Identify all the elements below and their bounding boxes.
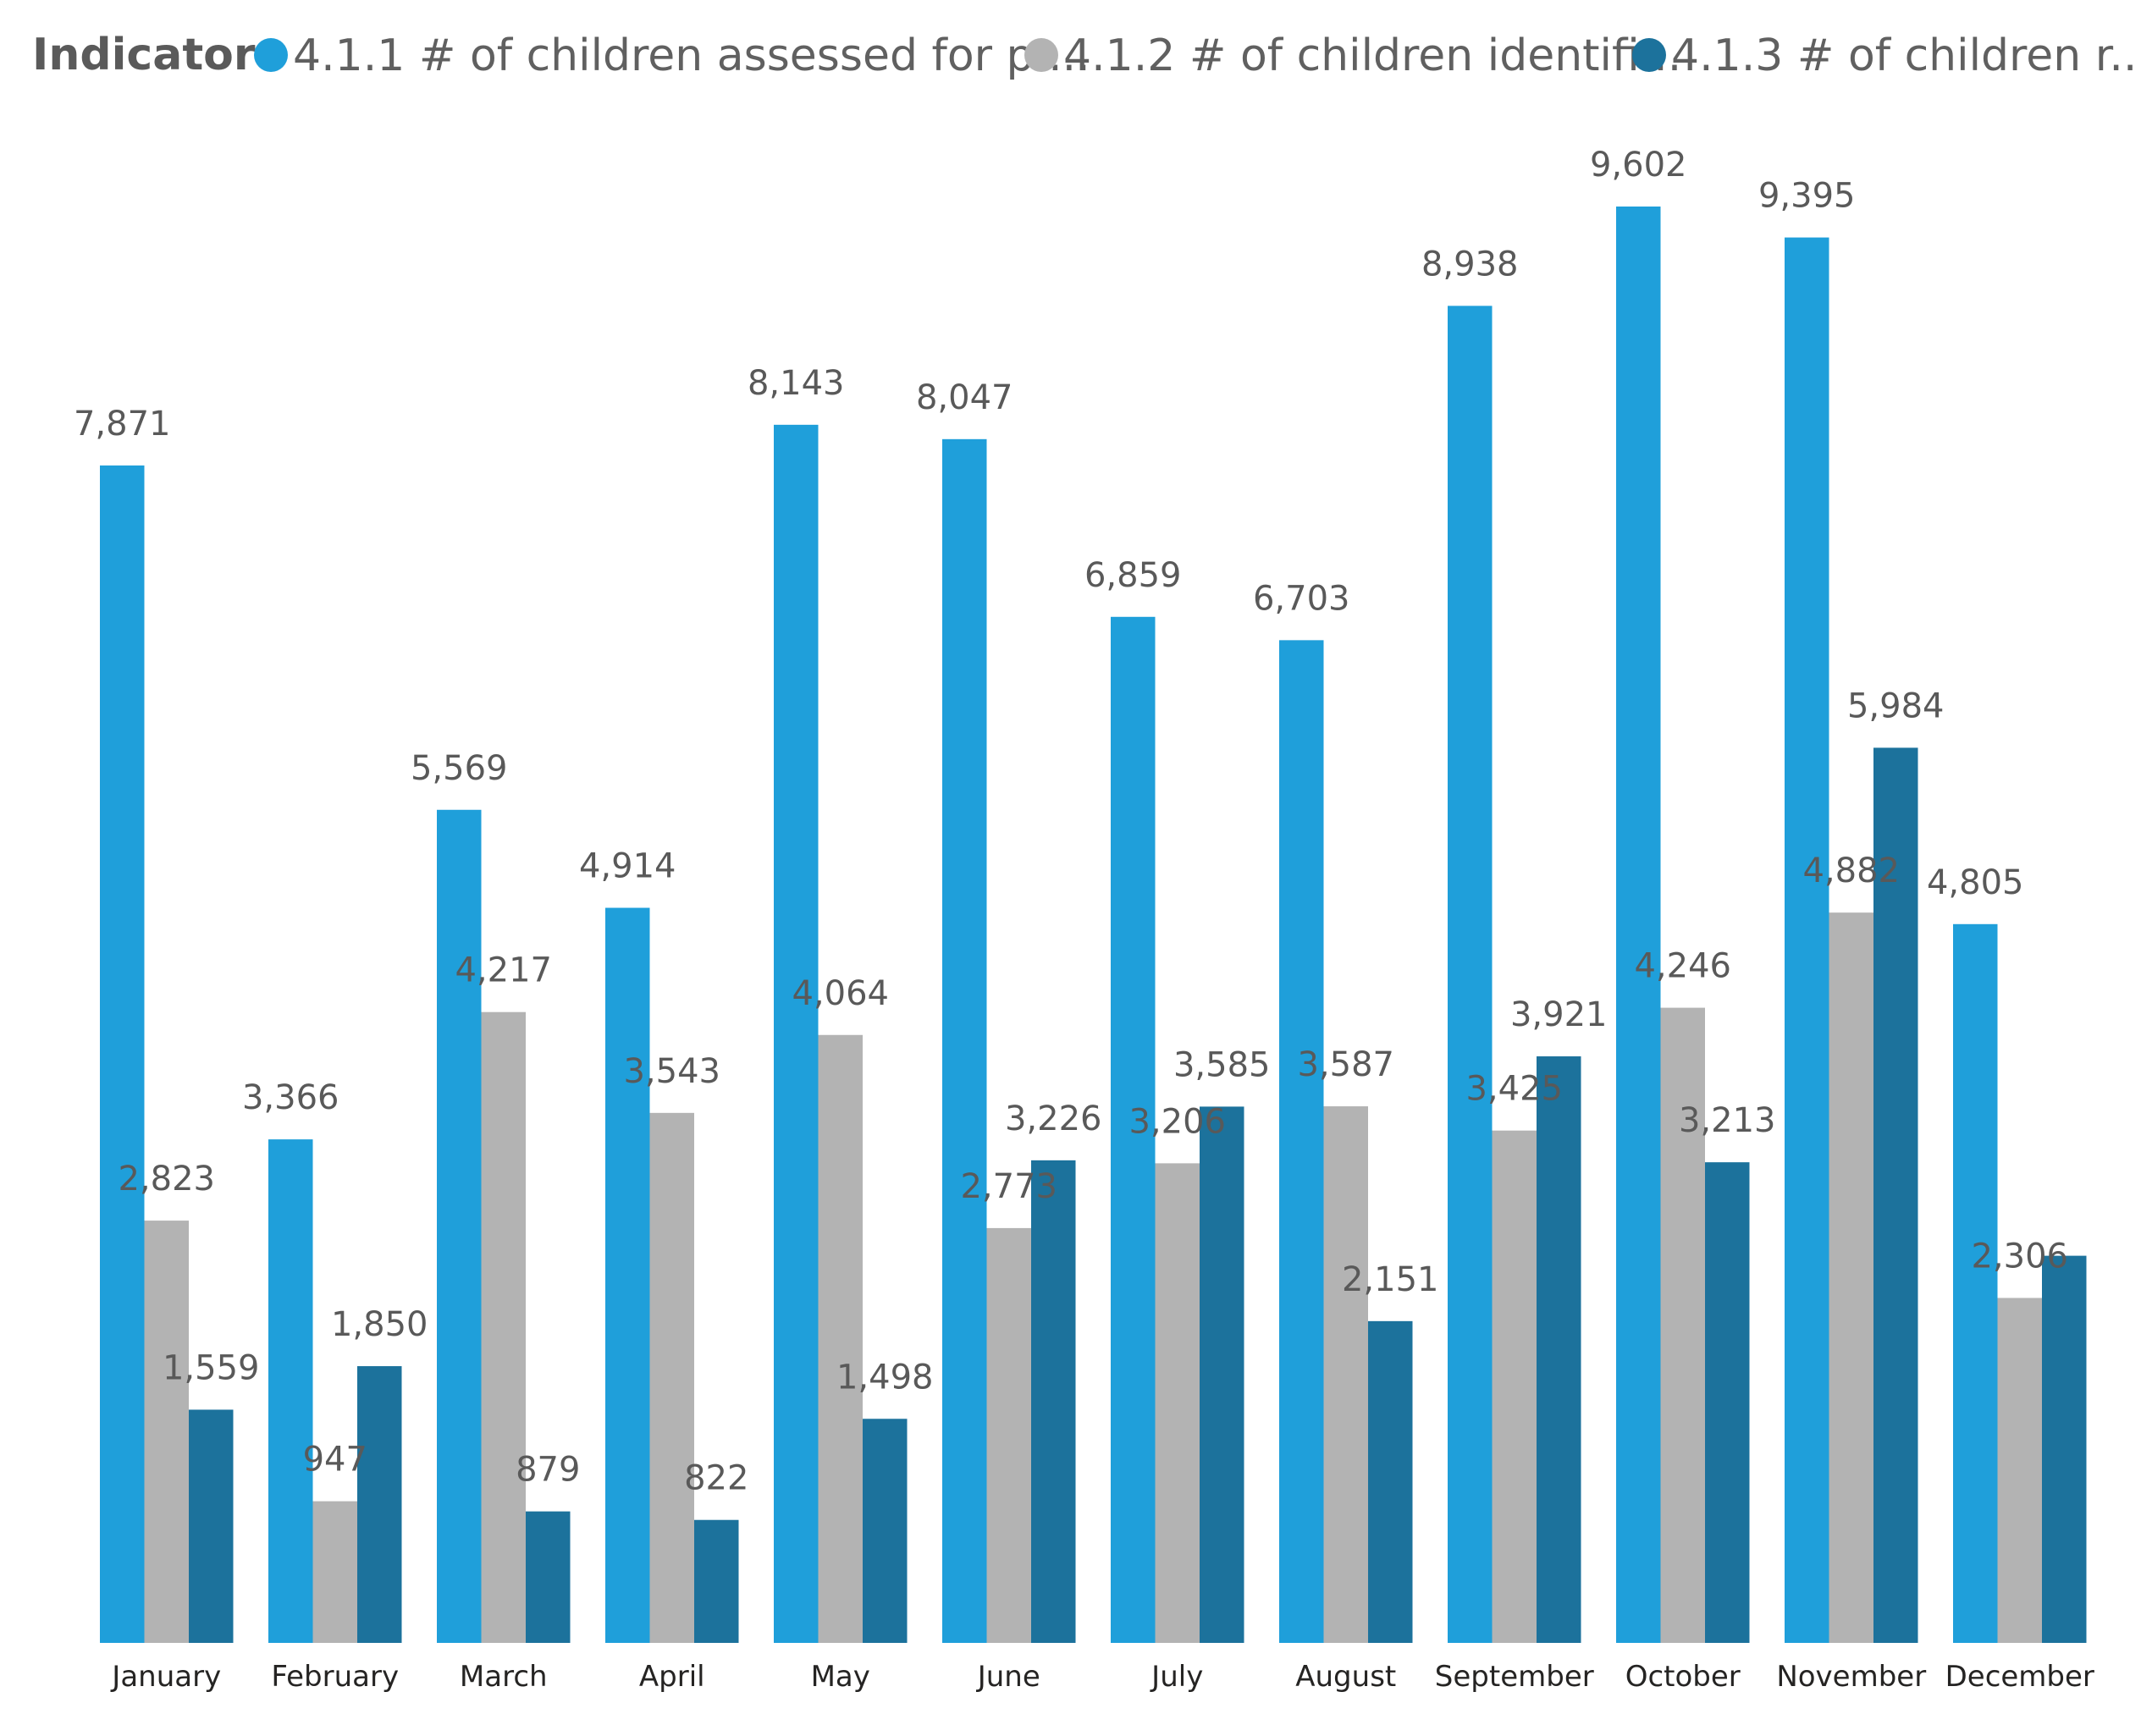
- data-label-april-series-3: 822: [684, 1459, 748, 1498]
- x-tick-label-november: November: [1776, 1660, 1926, 1694]
- bar-july-series-2[interactable]: [1155, 1163, 1200, 1643]
- data-label-august-series-3: 2,151: [1342, 1260, 1439, 1299]
- data-label-november-series-2: 4,882: [1802, 851, 1900, 890]
- data-label-december-series-2: 2,306: [1971, 1237, 2068, 1276]
- legend-label-2[interactable]: 4.1.2 # of children identifi...: [1063, 30, 1681, 81]
- x-tick-label-february: February: [271, 1660, 399, 1694]
- bar-september-series-2[interactable]: [1492, 1130, 1537, 1643]
- legend-marker-3: [1632, 38, 1666, 72]
- x-tick-label-may: May: [811, 1660, 870, 1694]
- data-label-june-series-3: 3,226: [1005, 1099, 1102, 1138]
- data-label-may-series-2: 4,064: [792, 974, 889, 1013]
- bar-october-series-2[interactable]: [1660, 1007, 1706, 1643]
- legend-marker-2: [1024, 38, 1058, 72]
- x-tick-label-april: April: [639, 1660, 705, 1694]
- data-label-september-series-3: 3,921: [1510, 995, 1608, 1034]
- bar-august-series-1[interactable]: [1279, 640, 1324, 1643]
- x-tick-label-june: June: [976, 1660, 1040, 1694]
- data-label-august-series-2: 3,587: [1297, 1045, 1394, 1084]
- data-label-march-series-2: 4,217: [455, 951, 552, 990]
- bar-october-series-3[interactable]: [1705, 1162, 1750, 1643]
- data-label-june-series-2: 2,773: [960, 1167, 1057, 1206]
- bar-may-series-3[interactable]: [863, 1419, 908, 1643]
- bar-march-series-1[interactable]: [437, 809, 482, 1643]
- bar-january-series-2[interactable]: [144, 1221, 190, 1643]
- bar-july-series-3[interactable]: [1200, 1106, 1244, 1643]
- data-label-february-series-1: 3,366: [242, 1078, 339, 1117]
- bar-december-series-3[interactable]: [2042, 1255, 2087, 1643]
- x-tick-label-december: December: [1945, 1660, 2094, 1694]
- data-label-january-series-2: 2,823: [118, 1160, 215, 1199]
- bar-february-series-3[interactable]: [357, 1366, 402, 1643]
- data-label-may-series-3: 1,498: [836, 1358, 934, 1397]
- data-label-may-series-1: 8,143: [748, 364, 845, 403]
- data-label-october-series-1: 9,602: [1590, 146, 1687, 185]
- bar-august-series-2[interactable]: [1323, 1106, 1369, 1643]
- data-label-august-series-1: 6,703: [1253, 579, 1350, 618]
- x-tick-label-march: March: [460, 1660, 548, 1694]
- data-label-april-series-1: 4,914: [579, 847, 676, 886]
- legend-title: Indicator: [32, 30, 256, 80]
- x-axis: January February March April May June July Augu…: [110, 1660, 2094, 1694]
- bar-november-series-2[interactable]: [1829, 912, 1874, 1643]
- bar-december-series-2[interactable]: [1997, 1298, 2043, 1643]
- bar-november-series-1[interactable]: [1785, 237, 1829, 1643]
- data-label-december-series-1: 4,805: [1927, 863, 2024, 902]
- x-tick-label-september: September: [1435, 1660, 1594, 1694]
- data-label-november-series-3: 5,984: [1847, 686, 1945, 725]
- bar-july-series-1[interactable]: [1111, 616, 1156, 1643]
- data-label-march-series-1: 5,569: [411, 749, 508, 788]
- data-label-october-series-3: 3,213: [1679, 1101, 1776, 1140]
- bar-december-series-1[interactable]: [1953, 923, 1998, 1643]
- data-label-november-series-1: 9,395: [1758, 177, 1856, 216]
- data-label-september-series-1: 8,938: [1421, 245, 1519, 284]
- bar-january-series-3[interactable]: [189, 1409, 234, 1643]
- bar-february-series-2[interactable]: [312, 1501, 358, 1643]
- data-label-july-series-2: 3,206: [1128, 1102, 1226, 1141]
- bar-june-series-1[interactable]: [942, 438, 987, 1643]
- data-label-february-series-2: 947: [303, 1441, 367, 1480]
- data-label-july-series-3: 3,585: [1173, 1045, 1271, 1084]
- data-label-february-series-3: 1,850: [331, 1305, 428, 1344]
- bar-november-series-3[interactable]: [1873, 747, 1918, 1644]
- legend-label-1[interactable]: 4.1.1 # of children assessed for pr...: [293, 30, 1090, 81]
- x-tick-label-july: July: [1150, 1660, 1203, 1694]
- bar-september-series-3[interactable]: [1537, 1056, 1581, 1643]
- bar-april-series-3[interactable]: [694, 1519, 739, 1643]
- data-label-june-series-1: 8,047: [916, 378, 1013, 417]
- bar-june-series-3[interactable]: [1031, 1160, 1076, 1643]
- bar-february-series-1[interactable]: [268, 1139, 313, 1643]
- bar-january-series-1[interactable]: [100, 465, 145, 1644]
- data-label-march-series-3: 879: [516, 1451, 580, 1490]
- legend-marker-1: [254, 38, 288, 72]
- data-label-september-series-2: 3,425: [1465, 1070, 1563, 1109]
- data-label-october-series-2: 4,246: [1634, 947, 1731, 986]
- bars: [100, 207, 2087, 1644]
- data-labels: 7,871 2,823 1,559 3,366 947 1,850 5,569 4,217 87…: [74, 146, 2068, 1498]
- data-label-january-series-1: 7,871: [74, 405, 171, 444]
- data-label-january-series-3: 1,559: [163, 1348, 260, 1387]
- x-tick-label-august: August: [1295, 1660, 1396, 1694]
- bar-august-series-3[interactable]: [1368, 1320, 1413, 1643]
- bar-march-series-2[interactable]: [481, 1011, 527, 1643]
- bar-may-series-1[interactable]: [774, 424, 819, 1643]
- bar-october-series-1[interactable]: [1616, 207, 1661, 1643]
- bar-may-series-2[interactable]: [818, 1034, 864, 1643]
- data-label-july-series-1: 6,859: [1084, 556, 1182, 595]
- x-tick-label-october: October: [1625, 1660, 1741, 1694]
- bar-april-series-2[interactable]: [649, 1112, 695, 1643]
- bar-april-series-1[interactable]: [605, 907, 650, 1643]
- x-tick-label-january: January: [110, 1660, 221, 1694]
- legend-label-3[interactable]: 4.1.3 # of children r...: [1671, 30, 2141, 81]
- bar-march-series-3[interactable]: [526, 1511, 571, 1643]
- bar-june-series-2[interactable]: [986, 1227, 1032, 1643]
- bar-september-series-1[interactable]: [1448, 306, 1493, 1644]
- data-label-april-series-2: 3,543: [623, 1052, 720, 1091]
- legend[interactable]: Indicator 4.1.1 # of children assessed f…: [32, 30, 2141, 81]
